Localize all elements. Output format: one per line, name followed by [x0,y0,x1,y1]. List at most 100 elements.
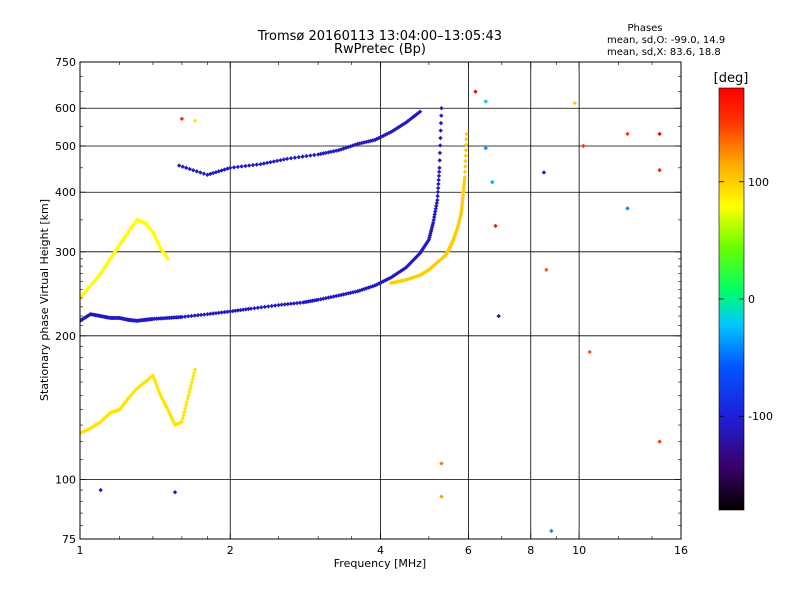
data-point-series-2 [258,161,263,167]
data-point-series-1 [461,185,467,190]
grid [80,62,681,539]
data-point-series-0 [434,200,440,206]
data-point-isolated [98,487,103,493]
data-point-isolated [549,528,554,534]
data-point-series-2 [198,170,203,175]
data-point-series-2 [205,172,210,178]
data-point-series-1 [460,197,465,202]
data-point-series-0 [233,308,238,313]
data-point-series-0 [291,301,297,306]
data-point-series-0 [235,308,241,313]
x-tick-label: 6 [465,544,472,557]
data-point-series-1 [461,190,466,195]
data-point-series-4 [127,228,132,233]
data-point-series-3 [181,413,186,418]
data-point-series-1 [461,187,466,193]
y-tick-label: 600 [55,102,76,115]
data-point-series-0 [439,113,444,118]
y-tick-label: 100 [55,473,76,486]
stats-heading: Phases [627,23,662,34]
data-point-series-4 [102,265,107,271]
data-point-series-1 [463,142,469,147]
data-point-series-0 [259,305,264,310]
colorbar-tick-label: 100 [748,176,769,189]
data-point-series-0 [179,314,185,320]
data-point-series-0 [430,220,436,226]
data-point-series-1 [463,158,468,164]
data-point-series-0 [246,306,251,312]
y-tick-label: 75 [62,533,76,546]
data-point-series-0 [438,143,443,148]
data-point-series-2 [201,171,207,176]
data-point-series-2 [296,154,301,160]
data-point-series-0 [439,106,444,111]
data-point-series-2 [239,164,244,169]
data-point-series-2 [278,157,283,163]
data-point-series-2 [235,164,241,170]
data-point-series-3 [186,393,191,398]
data-point-series-0 [279,302,284,307]
data-point-series-3 [192,370,197,375]
data-point-series-0 [252,306,257,311]
data-point-series-2 [300,154,305,159]
data-point-series-2 [184,165,189,171]
data-point-series-0 [431,217,436,223]
y-tick-label: 300 [55,246,76,259]
data-point-isolated [581,143,586,149]
data-point-series-1 [464,131,469,137]
data-point-isolated [439,461,444,466]
data-point-series-0 [216,310,222,316]
data-point-series-0 [238,307,243,313]
x-tick-label: 4 [377,544,384,557]
colorbar-label: [deg] [714,71,749,86]
data-point-series-2 [284,156,290,162]
data-point-series-1 [462,175,467,180]
stats-line-o: mean, sd,O: -99.0, 14.9 [607,35,725,46]
data-point-series-0 [426,237,432,242]
data-point-series-4 [159,247,164,252]
colorbar-ticks: 100 0 -100 [719,176,773,423]
data-point-series-3 [184,399,190,405]
data-point-series-0 [282,302,287,307]
data-point-series-2 [336,147,342,153]
data-point-series-0 [437,165,442,171]
data-point-series-0 [266,304,271,309]
y-tick-label: 750 [55,56,76,69]
data-point-isolated [473,89,478,94]
data-point-isolated [496,313,501,319]
data-point-series-0 [228,309,233,314]
data-point-isolated [657,167,662,173]
data-point-series-2 [268,159,273,165]
data-point-series-0 [430,222,435,228]
data-point-isolated [657,131,662,137]
data-point-isolated [172,490,178,495]
data-point-series-2 [187,166,192,172]
data-point-series-0 [437,158,442,163]
data-point-series-3 [151,375,157,381]
data-point-series-4 [153,235,158,241]
data-point-series-2 [219,168,224,173]
data-point-series-0 [222,309,227,315]
data-point-series-2 [394,126,399,131]
data-point-series-4 [80,292,85,298]
data-point-series-2 [231,165,237,170]
data-point-series-0 [276,302,281,308]
data-point-series-3 [192,367,198,372]
data-point-series-3 [190,377,195,382]
data-point-series-0 [243,307,248,312]
data-point-series-2 [308,153,313,158]
y-tick-label: 400 [55,186,76,199]
data-point-series-0 [438,120,444,126]
data-point-isolated [572,100,577,106]
data-point-series-2 [176,163,182,168]
data-point-series-1 [462,180,467,185]
data-point-series-4 [123,233,129,238]
colorbar-tick-label: 0 [748,293,755,306]
data-point-series-2 [228,165,233,171]
data-point-series-3 [189,380,194,385]
data-point-series-0 [202,312,207,317]
data-point-series-1 [460,195,466,200]
data-point-series-0 [435,185,441,191]
data-point-series-3 [169,415,174,420]
y-axis-label: Stationary phase Virtual Height [km] [38,199,51,401]
